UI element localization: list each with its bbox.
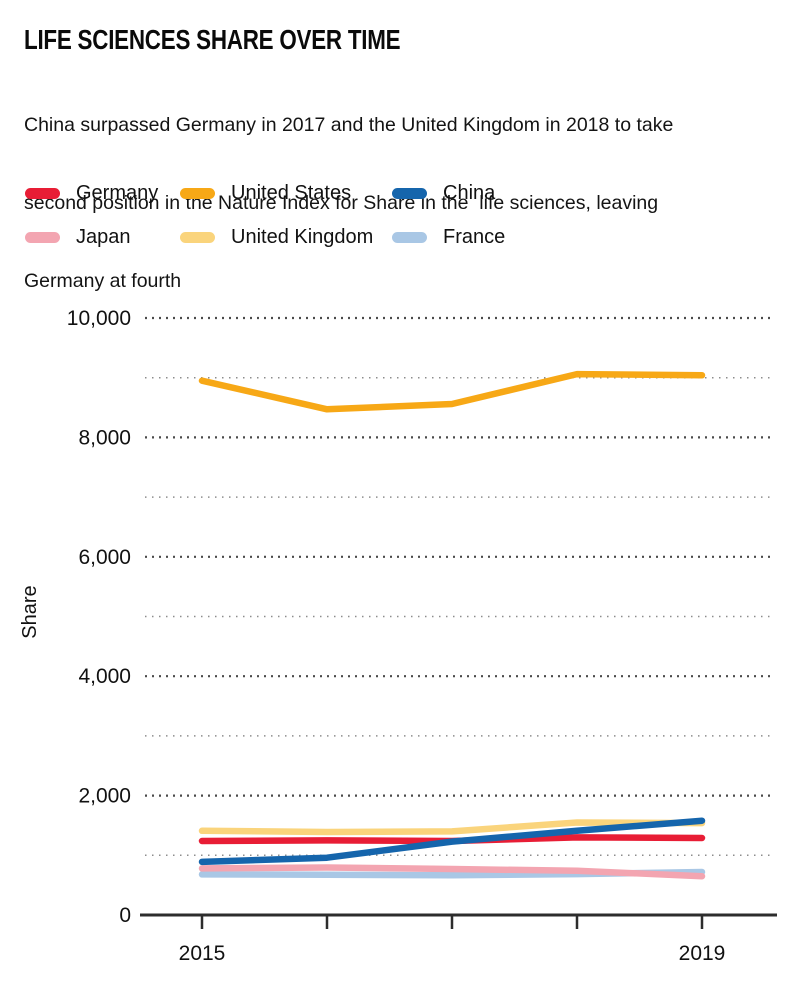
x-tick-label-2019: 2019: [679, 942, 726, 965]
y-tick-label-8000: 8,000: [78, 426, 131, 449]
legend-item-united-states: United States: [180, 171, 351, 215]
legend: Germany United States China Japan United…: [0, 171, 800, 259]
france-line-swatch: [392, 231, 427, 243]
legend-row: Germany United States China: [0, 171, 800, 215]
series-line-united-states: [198, 370, 706, 413]
y-tick-label-0: 0: [119, 904, 131, 927]
series-line-united-kingdom: [198, 819, 706, 836]
legend-row: Japan United Kingdom France: [0, 215, 800, 259]
legend-label: France: [443, 225, 506, 248]
legend-item-japan: Japan: [25, 215, 131, 259]
china-line-swatch: [392, 187, 427, 199]
legend-label: United States: [231, 181, 352, 204]
subtitle-line: Germany at fourth: [24, 270, 182, 292]
united-states-line-swatch: [180, 187, 215, 199]
germany-line-swatch: [25, 187, 60, 199]
subtitle-line: China surpassed Germany in 2017 and the …: [24, 114, 674, 136]
series-line-china: [198, 817, 706, 866]
legend-label: Japan: [76, 225, 131, 248]
legend-label: China: [443, 181, 496, 204]
legend-item-germany: Germany: [25, 171, 158, 215]
series-line-japan: [198, 864, 706, 880]
chart-title: LIFE SCIENCES SHARE OVER TIME: [24, 24, 401, 55]
united-kingdom-line-swatch: [180, 231, 215, 243]
y-tick-label-2000: 2,000: [78, 785, 131, 808]
y-tick-label-10000: 10,000: [67, 307, 131, 330]
y-tick-label-6000: 6,000: [78, 546, 131, 569]
legend-item-france: France: [392, 215, 505, 259]
y-tick-label-4000: 4,000: [78, 665, 131, 688]
legend-item-united-kingdom: United Kingdom: [180, 215, 373, 259]
japan-line-swatch: [25, 231, 60, 243]
y-axis-title: Share: [19, 585, 41, 638]
x-tick-label-2015: 2015: [179, 942, 226, 965]
chart-subtitle: China surpassed Germany in 2017 and the …: [24, 60, 764, 346]
legend-item-china: China: [392, 171, 495, 215]
legend-label: Germany: [76, 181, 159, 204]
legend-label: United Kingdom: [231, 225, 374, 248]
